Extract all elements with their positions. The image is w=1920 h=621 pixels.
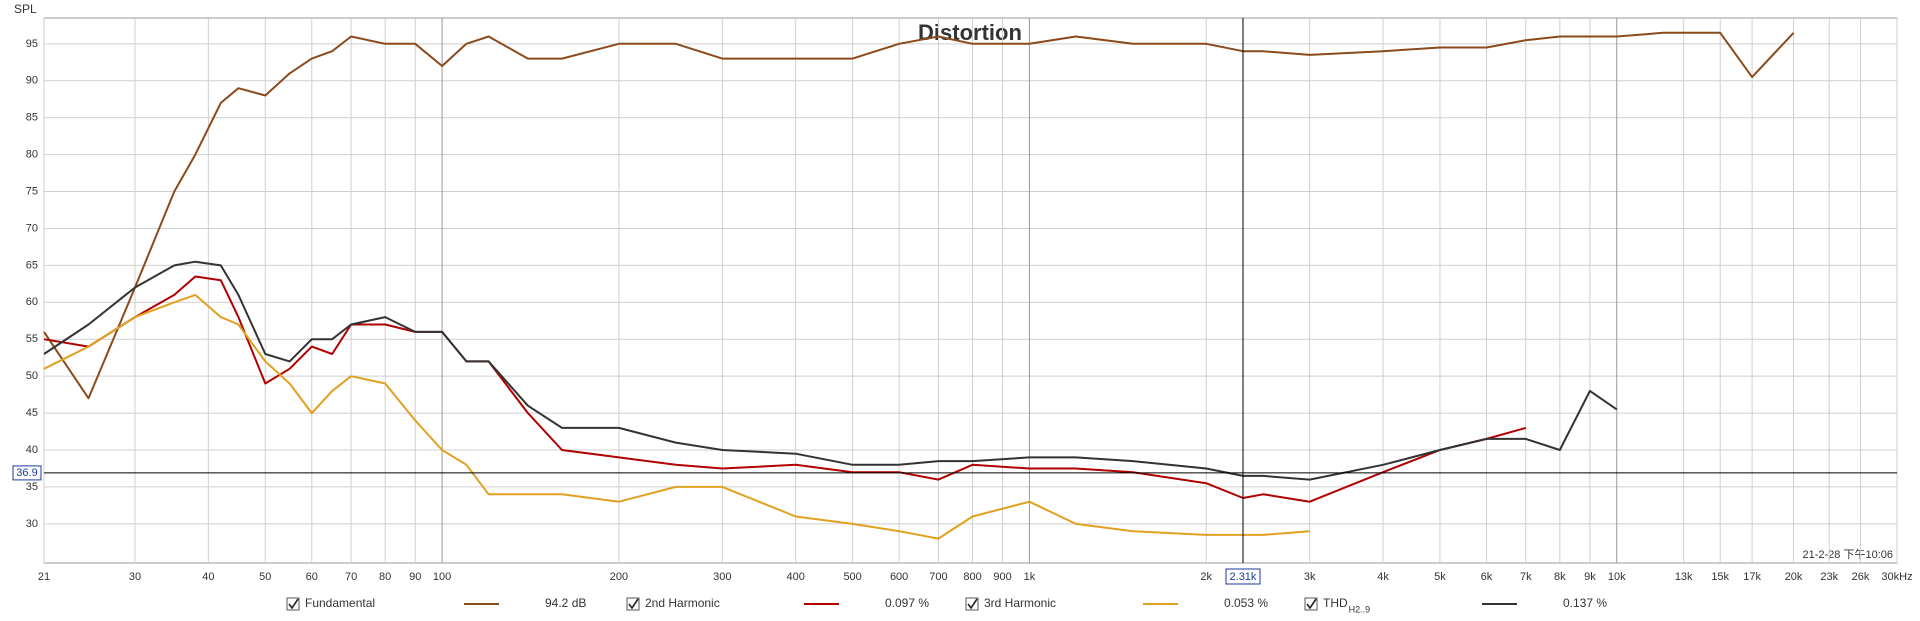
y-tick-label: 55	[26, 333, 38, 345]
x-tick-label: 6k	[1481, 571, 1493, 583]
timestamp: 21-2-28 下午10:06	[1803, 548, 1894, 561]
cursor-y-box	[12, 465, 42, 481]
x-tick-label: 600	[890, 571, 908, 583]
x-tick-label: 700	[929, 571, 947, 583]
legend-check	[288, 598, 299, 610]
x-tick-label: 30kHz	[1881, 571, 1912, 583]
y-tick-label: 60	[26, 296, 38, 308]
cursor-y-label: 36.9	[16, 467, 37, 479]
x-tick-label: 21	[38, 571, 50, 583]
y-tick-label: 40	[26, 444, 38, 456]
y-tick-label: 85	[26, 112, 38, 124]
series-line	[43, 260, 1618, 481]
x-tick-label: 300	[713, 571, 731, 583]
x-tick-label: 4k	[1377, 571, 1389, 583]
y-tick-label: 65	[26, 259, 38, 271]
legend-name: Fundamental	[305, 596, 375, 610]
legend-name: THD	[1323, 596, 1348, 610]
x-tick-label: 23k	[1820, 571, 1838, 583]
x-tick-label: 8k	[1554, 571, 1566, 583]
x-tick-label: 900	[993, 571, 1011, 583]
x-tick-label: 60	[306, 571, 318, 583]
y-tick-label: 95	[26, 38, 38, 50]
x-tick-label: 400	[787, 571, 805, 583]
y-axis-label: SPL	[14, 2, 37, 16]
x-tick-label: 200	[610, 571, 628, 583]
y-tick-label: 50	[26, 370, 38, 382]
x-tick-label: 800	[963, 571, 981, 583]
y-tick-label: 70	[26, 222, 38, 234]
x-tick-label: 2k	[1200, 571, 1212, 583]
y-tick-label: 80	[26, 149, 38, 161]
x-tick-label: 17k	[1743, 571, 1761, 583]
cursor-x-box	[1225, 568, 1261, 585]
x-tick-label: 500	[843, 571, 861, 583]
x-tick-label: 20k	[1785, 571, 1803, 583]
x-tick-label: 9k	[1584, 571, 1596, 583]
x-tick-label: 13k	[1675, 571, 1693, 583]
x-tick-label: 40	[202, 571, 214, 583]
legend-check	[967, 598, 978, 610]
x-tick-label: 15k	[1711, 571, 1729, 583]
plot-frame	[43, 17, 1898, 564]
x-tick-label: 5k	[1434, 571, 1446, 583]
y-tick-label: 75	[26, 185, 38, 197]
series-line	[43, 31, 1795, 400]
x-tick-label: 1k	[1024, 571, 1036, 583]
legend-readout: 0.137 %	[1563, 596, 1607, 610]
x-tick-label: 50	[259, 571, 271, 583]
legend-readout: 0.097 %	[885, 596, 929, 610]
x-tick-label: 10k	[1608, 571, 1626, 583]
cursor-x-label: 2.31k	[1230, 571, 1257, 583]
chart-title: Distortion	[918, 20, 1022, 45]
legend-name: 2nd Harmonic	[645, 596, 720, 610]
x-tick-label: 3k	[1304, 571, 1316, 583]
x-tick-label: 7k	[1520, 571, 1532, 583]
series-line	[43, 275, 1527, 503]
legend-check	[628, 598, 639, 610]
legend-check	[1306, 598, 1317, 610]
legend-name-sub: H2..9	[1349, 604, 1371, 614]
y-tick-label: 90	[26, 75, 38, 87]
legend-readout: 0.053 %	[1224, 596, 1268, 610]
y-tick-label: 30	[26, 518, 38, 530]
series-line	[43, 293, 1310, 540]
legend-name: 3rd Harmonic	[984, 596, 1056, 610]
y-tick-label: 45	[26, 407, 38, 419]
x-tick-label: 26k	[1852, 571, 1870, 583]
x-tick-label: 100	[433, 571, 451, 583]
x-tick-label: 30	[129, 571, 141, 583]
x-tick-label: 80	[379, 571, 391, 583]
legend-readout: 94.2 dB	[545, 596, 586, 610]
x-tick-label: 70	[345, 571, 357, 583]
x-tick-label: 90	[409, 571, 421, 583]
y-tick-label: 35	[26, 481, 38, 493]
